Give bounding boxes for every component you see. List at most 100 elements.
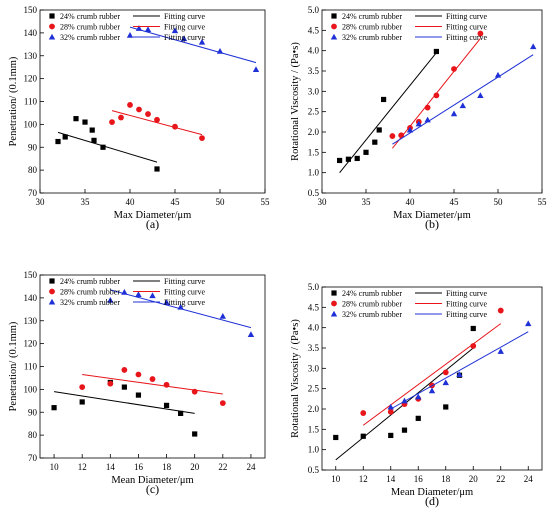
data-point-square — [178, 410, 184, 416]
data-point-triangle — [180, 35, 188, 42]
legend: 24% crumb rubber Fitting curve 28% crumb r… — [48, 12, 206, 42]
data-point-triangle — [415, 393, 422, 400]
y-tick-label: 100 — [24, 384, 38, 394]
y-tick-label: 80 — [28, 165, 38, 175]
y-axis-label: Penetration/ (0.1mm) — [8, 321, 19, 411]
data-point-circle — [398, 132, 405, 139]
data-point-triangle — [48, 298, 56, 305]
data-point-triangle — [428, 387, 436, 394]
y-tick-label: 2.5 — [308, 384, 320, 394]
series-2 — [79, 367, 226, 406]
legend-entry-series: 28% crumb rubber — [60, 23, 120, 32]
data-point-triangle — [456, 371, 463, 377]
data-point-square — [62, 134, 68, 140]
y-tick-label: 3.0 — [308, 86, 320, 96]
data-point-circle — [118, 114, 124, 121]
data-point-triangle — [216, 47, 224, 54]
data-point-circle — [331, 23, 337, 30]
legend-entry-series: 24% crumb rubber — [60, 12, 120, 21]
fitting-curve-line — [339, 52, 437, 173]
x-tick-label: 45 — [450, 197, 460, 207]
fitting-curve-line — [57, 131, 158, 163]
data-point-circle — [470, 343, 477, 349]
data-point-circle — [497, 307, 504, 314]
x-tick-label: 14 — [386, 474, 396, 484]
x-tick-label: 18 — [441, 474, 451, 484]
legend: 24% crumb rubber Fitting curve 28% crumb r… — [330, 12, 488, 42]
y-tick-label: 1.0 — [308, 168, 320, 178]
x-tick-label: 50 — [216, 197, 226, 207]
y-tick-label: 120 — [24, 74, 38, 84]
data-point-square — [331, 290, 337, 296]
data-point-circle — [136, 106, 142, 113]
data-point-circle — [424, 104, 431, 111]
y-tick-label: 1.0 — [308, 445, 320, 455]
data-point-square — [73, 116, 79, 122]
x-tick-label: 16 — [134, 462, 144, 472]
panel-label: (c) — [146, 482, 159, 496]
series-1 — [337, 48, 439, 173]
data-point-triangle — [525, 320, 532, 327]
y-tick-label: 120 — [24, 339, 38, 349]
data-point-square — [89, 127, 95, 133]
x-tick-label: 30 — [36, 197, 46, 207]
panel-label: (b) — [425, 217, 439, 231]
legend: 24% crumb rubber Fitting curve 28% crumb r… — [330, 289, 488, 319]
y-tick-label: 4.0 — [308, 323, 320, 333]
series-3 — [392, 43, 537, 145]
x-axis-label: Mean Diameter/μm — [111, 475, 193, 486]
data-point-triangle — [406, 126, 414, 133]
legend-entry-fit: Fitting curve — [446, 300, 488, 309]
data-point-square — [401, 427, 408, 433]
data-point-circle — [199, 135, 205, 142]
data-point-triangle — [121, 288, 128, 295]
x-tick-label: 45 — [171, 197, 181, 207]
data-point-triangle — [48, 33, 56, 40]
data-point-circle — [389, 133, 396, 139]
legend-entry-series: 32% crumb rubber — [342, 310, 402, 319]
data-point-circle — [442, 369, 449, 376]
data-point-square — [354, 155, 360, 162]
series-1 — [51, 379, 198, 437]
data-point-square — [333, 434, 339, 441]
data-point-triangle — [424, 116, 431, 123]
data-point-square — [154, 166, 160, 172]
y-tick-label: 2.0 — [308, 404, 320, 414]
legend-entry-fit: Fitting curve — [446, 33, 488, 42]
x-tick-label: 22 — [496, 474, 505, 484]
data-point-square — [372, 139, 378, 145]
y-tick-label: 3.5 — [308, 66, 320, 76]
legend-entry-series: 24% crumb rubber — [60, 277, 120, 286]
data-point-triangle — [330, 33, 338, 40]
data-point-square — [121, 384, 127, 390]
data-point-square — [433, 48, 439, 55]
data-point-triangle — [247, 331, 255, 338]
data-point-square — [49, 13, 55, 19]
x-axis-label: Max Diameter/μm — [114, 210, 192, 221]
x-tick-label: 55 — [261, 197, 271, 207]
legend-entry-fit: Fitting curve — [446, 289, 488, 298]
data-point-triangle — [144, 26, 152, 33]
data-point-triangle — [219, 312, 227, 319]
data-point-triangle — [415, 120, 422, 127]
y-tick-label: 110 — [24, 362, 38, 372]
x-tick-label: 35 — [362, 197, 372, 207]
y-axis-label: Rotational Viscosity / (Pa•s) — [290, 319, 301, 438]
x-tick-label: 35 — [81, 197, 91, 207]
chart-panel-c: 10 12 14 16 18 20 22 24 70 80 90 100 110 120 130 140 150… — [8, 270, 266, 496]
data-point-circle — [49, 23, 55, 30]
x-tick-label: 50 — [494, 197, 504, 207]
data-point-triangle — [198, 38, 206, 45]
data-point-square — [82, 119, 88, 125]
legend-entry-series: 32% crumb rubber — [342, 33, 402, 42]
panel-label: (d) — [425, 494, 439, 508]
y-tick-label: 2.0 — [308, 127, 320, 137]
data-point-triangle — [401, 397, 408, 404]
data-point-triangle — [494, 71, 502, 78]
data-point-triangle — [149, 292, 156, 299]
series-1 — [55, 116, 160, 172]
x-tick-label: 24 — [246, 462, 256, 472]
data-point-triangle — [450, 110, 458, 117]
x-tick-label: 30 — [318, 197, 328, 207]
data-point-circle — [149, 376, 156, 382]
